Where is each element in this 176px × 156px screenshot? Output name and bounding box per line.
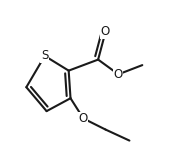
Text: O: O bbox=[79, 112, 88, 125]
Text: O: O bbox=[114, 68, 123, 81]
Text: O: O bbox=[101, 25, 110, 39]
Text: S: S bbox=[41, 49, 48, 62]
